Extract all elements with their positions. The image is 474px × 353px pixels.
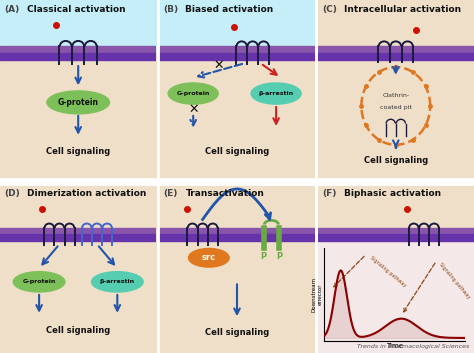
Text: Transactivation: Transactivation: [185, 189, 264, 198]
Text: (A): (A): [5, 5, 20, 14]
Bar: [318, 184, 474, 234]
Bar: [159, 0, 315, 53]
Ellipse shape: [189, 249, 229, 267]
Bar: [318, 0, 474, 53]
Text: P: P: [261, 252, 267, 261]
Text: Biased activation: Biased activation: [185, 5, 273, 14]
Bar: [0, 46, 156, 53]
Bar: [159, 234, 315, 241]
Ellipse shape: [251, 83, 301, 104]
Bar: [159, 46, 315, 53]
Ellipse shape: [47, 91, 109, 114]
Ellipse shape: [91, 272, 143, 292]
Text: G-protein: G-protein: [22, 279, 56, 284]
Text: Classical activation: Classical activation: [27, 5, 125, 14]
Bar: [318, 228, 474, 234]
Bar: [318, 234, 474, 241]
Text: Intracellular activation: Intracellular activation: [344, 5, 461, 14]
Text: (E): (E): [164, 189, 178, 198]
Text: (D): (D): [5, 189, 20, 198]
Text: ✕: ✕: [188, 103, 199, 116]
Text: ✕: ✕: [213, 59, 223, 72]
Text: β-arrestin: β-arrestin: [100, 279, 135, 284]
Text: Dimerization activation: Dimerization activation: [27, 189, 146, 198]
Text: src: src: [202, 253, 216, 262]
Text: P: P: [276, 252, 283, 261]
Bar: [0, 228, 156, 234]
Text: (F): (F): [322, 189, 337, 198]
Text: (C): (C): [322, 5, 337, 14]
Text: Cell signaling: Cell signaling: [46, 327, 110, 335]
Text: Cell signaling: Cell signaling: [205, 328, 269, 337]
Bar: [318, 234, 474, 353]
Ellipse shape: [168, 83, 218, 104]
Text: G-protein: G-protein: [176, 91, 210, 96]
Bar: [318, 53, 474, 60]
Bar: [0, 234, 156, 353]
Bar: [0, 234, 156, 241]
Bar: [318, 46, 474, 53]
Bar: [159, 184, 315, 234]
Text: coated pit: coated pit: [380, 105, 412, 110]
Text: Cell signaling: Cell signaling: [364, 156, 428, 165]
Bar: [0, 53, 156, 176]
Bar: [0, 0, 156, 53]
Bar: [159, 234, 315, 353]
Bar: [318, 53, 474, 176]
Bar: [159, 228, 315, 234]
Text: Trends in Pharmacological Sciences: Trends in Pharmacological Sciences: [357, 345, 469, 349]
Text: Biphasic activation: Biphasic activation: [344, 189, 441, 198]
Bar: [159, 53, 315, 176]
Text: G-protein: G-protein: [58, 98, 99, 107]
Bar: [0, 53, 156, 60]
Bar: [0, 184, 156, 234]
Text: Cell signaling: Cell signaling: [205, 147, 269, 156]
Text: Clathrin-: Clathrin-: [382, 93, 410, 98]
Text: Cell signaling: Cell signaling: [46, 147, 110, 156]
Text: β-arrestin: β-arrestin: [258, 91, 294, 96]
Ellipse shape: [13, 272, 65, 292]
Text: (B): (B): [164, 5, 179, 14]
Bar: [159, 53, 315, 60]
